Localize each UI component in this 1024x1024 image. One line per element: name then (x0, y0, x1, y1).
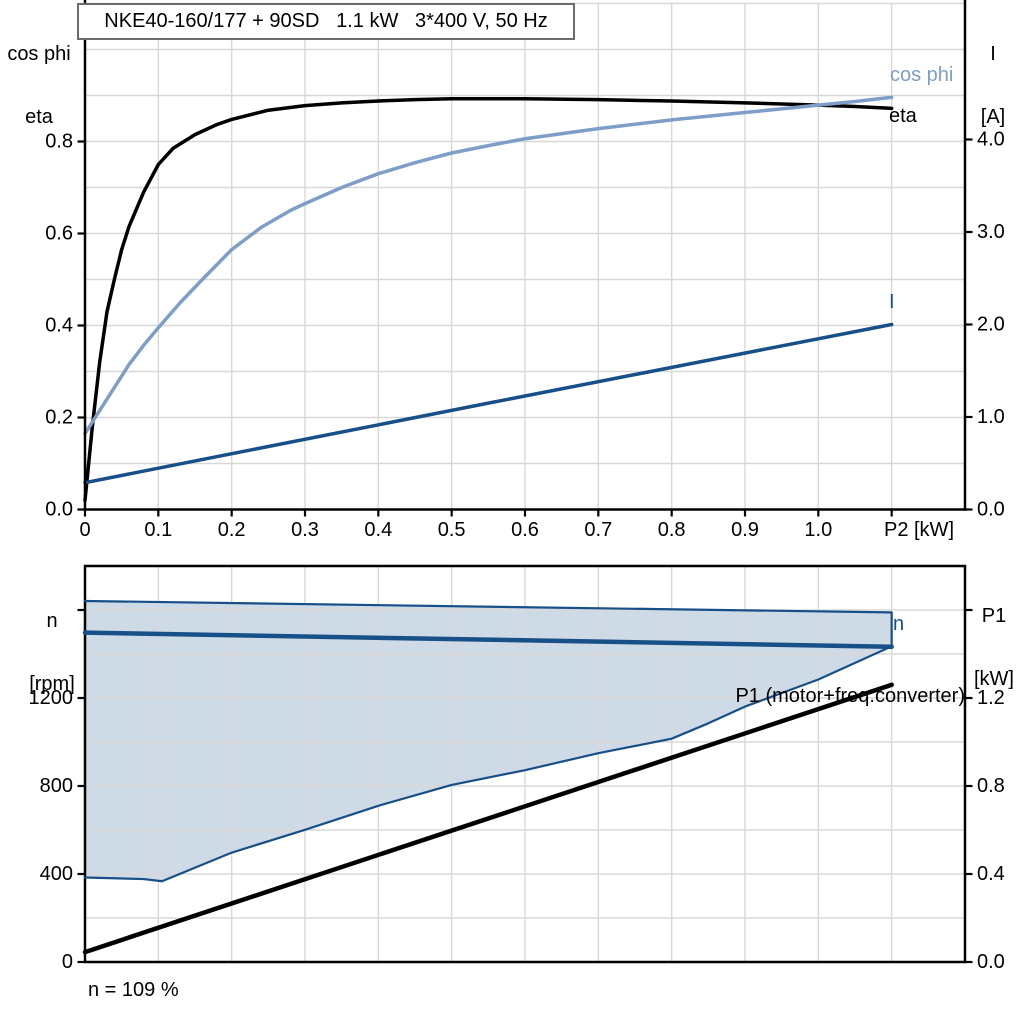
x-tick-label: 0.2 (218, 519, 246, 541)
bottom-right-axis-label: P1 [kW] (964, 564, 1024, 732)
chart-title: NKE40-160/177 + 90SD 1.1 kW 3*400 V, 50 … (104, 10, 548, 32)
left-tick-label: 0.2 (45, 407, 73, 429)
x-tick-label: 0.7 (584, 519, 612, 541)
left-tick-label: 1200 (29, 687, 74, 709)
p1-curve-label: P1 (motor+freq.converter) (735, 685, 965, 707)
x-tick-label: 0.3 (291, 519, 319, 541)
speed-curve (82, 630, 894, 649)
x-tick-label: 0.4 (364, 519, 392, 541)
right-tick-label: 1.0 (977, 406, 1005, 428)
right-tick-label: 0.8 (977, 775, 1005, 797)
left-tick-label: 0.8 (45, 131, 73, 153)
x-tick-label: 1.0 (804, 519, 832, 541)
bottom-left-axis-label: n [rpm] (8, 569, 96, 737)
speed-curve-label: n (893, 613, 905, 635)
left-tick-label: 0.0 (45, 499, 73, 521)
right-tick-label: 3.0 (977, 221, 1005, 243)
bottom-chart-frame (83, 564, 967, 964)
axis-label-speed-unit: [rpm] (29, 673, 75, 695)
left-tick-label: 800 (40, 775, 73, 797)
speed-percentage-note: n = 109 % (88, 979, 179, 1001)
axis-label-speed: n (46, 610, 58, 632)
x-tick-label: 0 (79, 519, 90, 541)
right-tick-label: 4.0 (977, 129, 1005, 151)
x-tick-label: 0.6 (511, 519, 539, 541)
current-curve (83, 322, 894, 485)
speed-range-lower-limit (83, 645, 893, 883)
chart-title-box: NKE40-160/177 + 90SD 1.1 kW 3*400 V, 50 … (77, 3, 575, 40)
top-left-axis-label: cos phi eta (0, 2, 78, 170)
eta-curve-label: eta (889, 105, 917, 127)
top-right-axis-label: I [A] (962, 2, 1024, 170)
axis-label-p1-unit: [kW] (974, 668, 1014, 690)
left-tick-label: 0.6 (45, 223, 73, 245)
axis-label-eta: eta (25, 106, 53, 128)
axis-label-current: I (990, 43, 996, 65)
right-tick-label: 2.0 (977, 314, 1005, 336)
x-tick-label: 0.5 (438, 519, 466, 541)
speed-range-band (85, 600, 892, 882)
x-tick-label: 0.1 (144, 519, 172, 541)
speed-range-upper-limit (83, 599, 893, 614)
right-tick-label: 1.2 (977, 687, 1005, 709)
left-tick-label: 400 (40, 863, 73, 885)
current-curve-label: I (889, 291, 895, 313)
cos-phi-curve-label: cos phi (890, 64, 954, 86)
x-axis-unit-label: P2 [kW] (884, 519, 954, 541)
axis-label-p1: P1 (981, 605, 1007, 627)
right-tick-label: 0.4 (977, 863, 1005, 885)
axis-label-cos-phi: cos phi (7, 43, 71, 65)
x-tick-label: 0.8 (658, 519, 686, 541)
left-tick-label: 0.4 (45, 315, 73, 337)
right-tick-label: 0.0 (977, 499, 1005, 521)
p1-curve (82, 682, 894, 955)
x-tick-label: 0.9 (731, 519, 759, 541)
eta-curve (83, 96, 894, 503)
left-tick-label: 0 (62, 951, 73, 973)
cos-phi-curve (83, 95, 894, 436)
right-tick-label: 0.0 (977, 951, 1005, 973)
axis-label-current-unit: [A] (980, 106, 1006, 128)
